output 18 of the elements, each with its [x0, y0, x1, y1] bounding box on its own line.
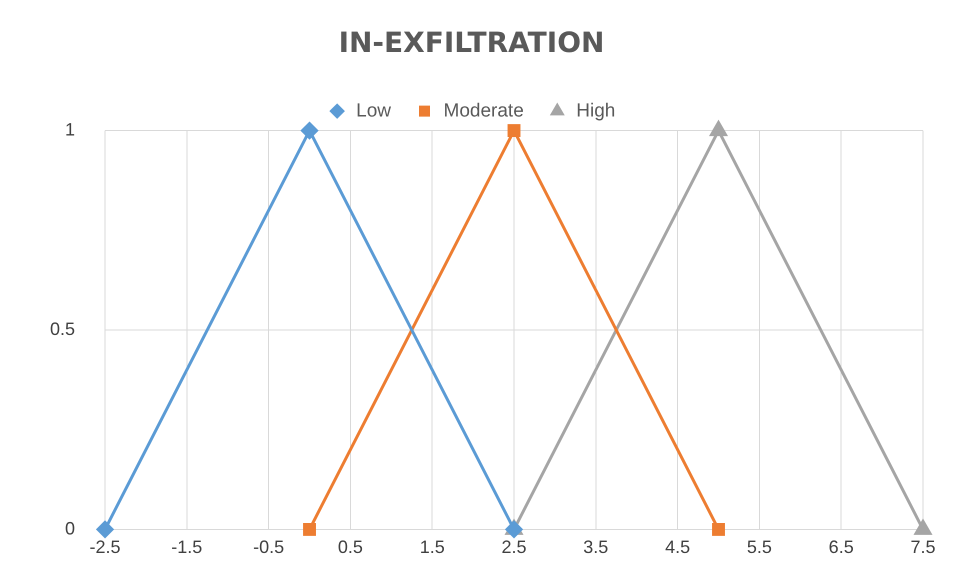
y-tick-label: 0.5: [50, 318, 76, 339]
x-tick-label: -2.5: [90, 537, 121, 558]
x-tick-label: 1.5: [420, 537, 445, 558]
y-tick-label: 0: [65, 518, 76, 538]
x-tick-label: -1.5: [171, 537, 202, 558]
x-tick-label: 3.5: [583, 537, 608, 558]
x-tick-label: 2.5: [501, 537, 527, 558]
x-tick-label: 0.5: [338, 537, 363, 558]
legend-label: Moderate: [444, 100, 524, 122]
legend-label: Low: [356, 100, 392, 122]
x-tick-label: -0.5: [253, 537, 284, 558]
x-tick-label: 4.5: [665, 537, 690, 558]
chart-title: IN-EXFILTRATION: [338, 26, 604, 60]
x-tick-label: 5.5: [746, 537, 772, 558]
x-tick-label: 7.5: [910, 537, 936, 558]
x-tick-label: 6.5: [828, 537, 854, 558]
legend-label: High: [576, 100, 616, 122]
y-tick-label: 1: [65, 120, 76, 140]
